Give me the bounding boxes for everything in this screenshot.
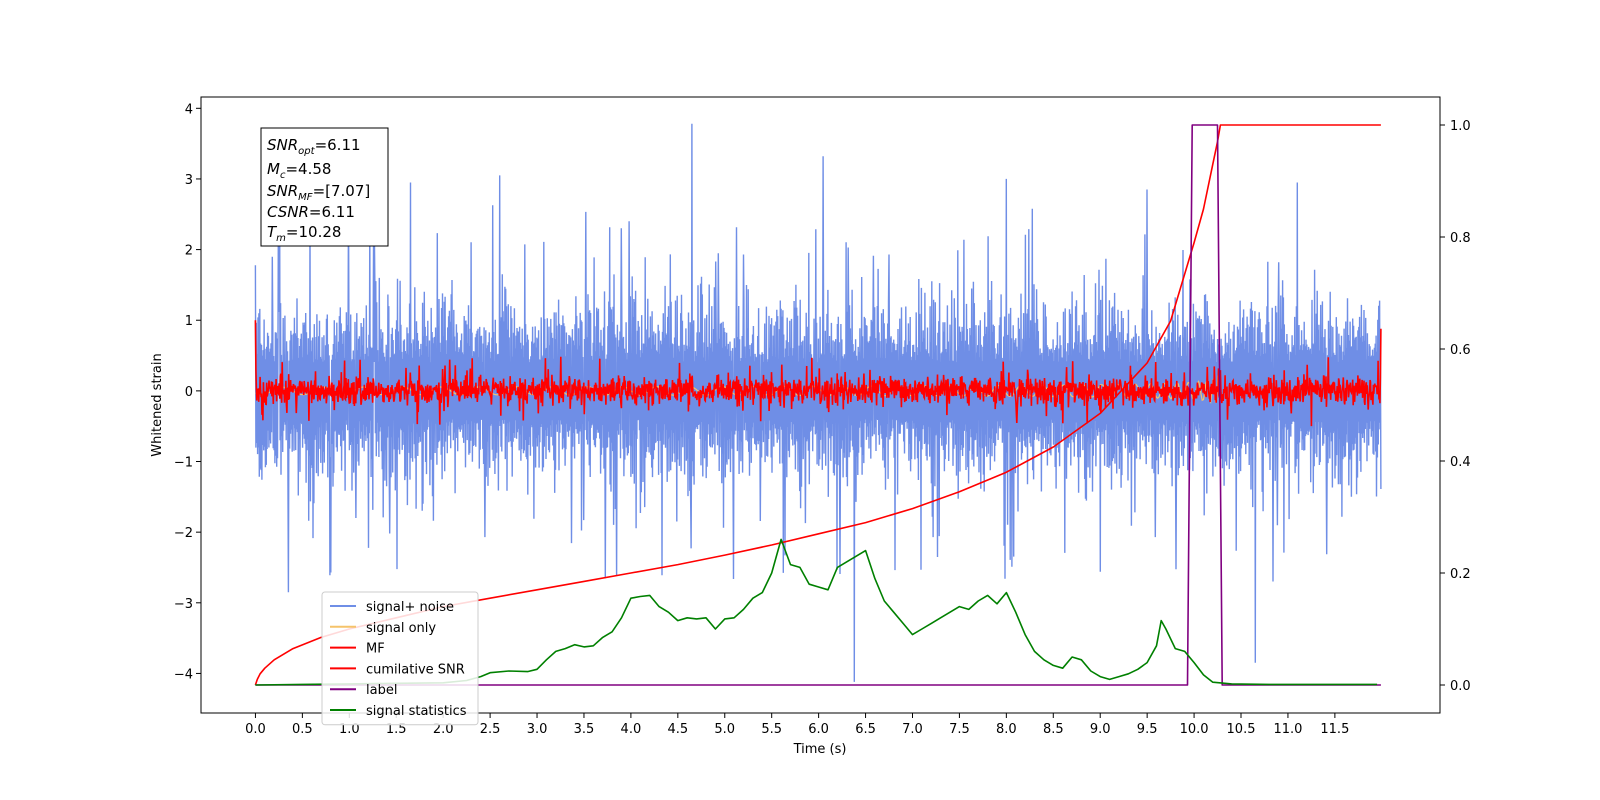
series-line-mf [254, 320, 1382, 427]
y-left-tick-label: 3 [185, 173, 193, 188]
x-axis: 0.0 0.5 1.0 1.5 2.0 2.5 3.0 3.5 4.0 4.5 5.0 5.5 6.0 6… [245, 713, 1349, 737]
x-axis-label: Time (s) [793, 742, 847, 757]
x-tick-label: 1.0 [339, 722, 360, 737]
annotation-box: SNRopt=6.11 Mc=4.58 SNRMF=[7.07] CSNR=6.… [260, 127, 389, 247]
series-line-label [255, 124, 1381, 686]
x-tick-label: 9.0 [1090, 722, 1111, 737]
y-left-tick-label: 1 [185, 314, 193, 329]
series-line-cumilative-snr [254, 124, 1381, 686]
x-tick-label: 11.0 [1273, 722, 1302, 737]
annotation-mc: Mc=4.58 [267, 160, 331, 181]
x-tick-label: 10.5 [1227, 722, 1256, 737]
series-line-signal-statistics [255, 538, 1378, 686]
x-tick-label: 2.5 [480, 722, 501, 737]
x-tick-label: 1.5 [386, 722, 407, 737]
x-tick-label: 9.5 [1137, 722, 1158, 737]
annotation-tm: Tm=10.28 [267, 223, 341, 244]
y-right-tick-label: 0.4 [1450, 455, 1471, 470]
x-tick-label: 8.5 [1043, 722, 1064, 737]
annotation-csnr: CSNR=6.11 [267, 203, 355, 221]
legend-entry-mf: MF [330, 642, 385, 657]
y-left-tick-label: −2 [174, 526, 193, 541]
legend: signal+ noise signal only MF cumilative SNR… [321, 591, 479, 726]
y-left-tick-label: −1 [174, 456, 193, 471]
x-tick-label: 0.5 [292, 722, 313, 737]
y-right-tick-label: 0.2 [1450, 567, 1471, 582]
legend-label: signal only [366, 621, 436, 636]
legend-frame [321, 591, 479, 726]
plot-area [254, 123, 1382, 686]
y-right-tick-label: 0.6 [1450, 343, 1471, 358]
legend-entry-signal-noise: signal+ noise [330, 600, 454, 615]
x-tick-label: 4.0 [621, 722, 642, 737]
annotation-snr-mf: SNRMF=[7.07] [267, 182, 370, 203]
x-tick-label: 0.0 [245, 722, 266, 737]
y-axis-right: 0.0 0.2 0.4 0.6 0.8 1.0 [1440, 119, 1471, 694]
x-tick-label: 8.0 [996, 722, 1017, 737]
y-left-tick-label: 4 [185, 102, 193, 117]
legend-entry-signal-only: signal only [330, 621, 436, 636]
legend-entry-signal-statistics: signal statistics [330, 704, 467, 719]
y-left-tick-label: −4 [174, 667, 193, 682]
legend-label: label [366, 683, 397, 698]
x-tick-label: 10.0 [1180, 722, 1209, 737]
x-tick-label: 6.0 [808, 722, 829, 737]
x-tick-label: 3.5 [574, 722, 595, 737]
legend-entry-label: label [330, 683, 397, 698]
y-left-tick-label: 0 [185, 385, 193, 400]
legend-label: MF [366, 642, 385, 657]
y-axis-left: −4 −3 −2 −1 0 1 2 3 4 [174, 102, 201, 682]
x-tick-label: 5.5 [761, 722, 782, 737]
x-tick-label: 4.5 [667, 722, 688, 737]
annotation-snr-opt: SNRopt=6.11 [267, 136, 361, 157]
x-tick-label: 2.0 [433, 722, 454, 737]
y-right-tick-label: 0.8 [1450, 231, 1471, 246]
y-axis-label: Whitened strain [150, 353, 165, 456]
legend-label: signal statistics [366, 704, 467, 719]
x-tick-label: 11.5 [1320, 722, 1349, 737]
legend-label: cumilative SNR [366, 662, 465, 677]
x-tick-label: 5.0 [714, 722, 735, 737]
x-tick-label: 3.0 [527, 722, 548, 737]
legend-entry-cumilative-snr: cumilative SNR [330, 662, 465, 677]
y-left-tick-label: −3 [174, 597, 193, 612]
y-right-tick-label: 1.0 [1450, 119, 1471, 134]
y-right-tick-label: 0.0 [1450, 679, 1471, 694]
plot-frame [200, 96, 1441, 714]
legend-label: signal+ noise [366, 600, 454, 615]
x-tick-label: 7.5 [949, 722, 970, 737]
x-tick-label: 6.5 [855, 722, 876, 737]
y-left-tick-label: 2 [185, 244, 193, 259]
x-tick-label: 7.0 [902, 722, 923, 737]
